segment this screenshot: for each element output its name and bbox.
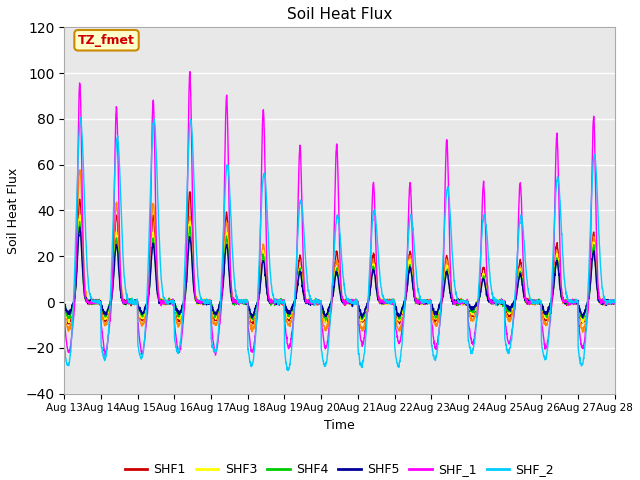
SHF4 bbox=[563, 301, 570, 307]
SHF2 bbox=[356, 318, 364, 324]
Line: SHF_1: SHF_1 bbox=[65, 72, 614, 356]
SHF2 bbox=[579, 329, 586, 335]
Line: SHF_2: SHF_2 bbox=[65, 118, 614, 371]
SHF3 bbox=[500, 300, 508, 305]
SHF_2 bbox=[368, 229, 376, 235]
SHF_2 bbox=[356, 359, 364, 364]
SHF_1 bbox=[368, 214, 376, 220]
SHF5 bbox=[358, 315, 366, 321]
SHF2 bbox=[563, 297, 570, 303]
SHF_2 bbox=[284, 368, 292, 373]
SHF5 bbox=[214, 308, 222, 313]
Line: SHF1: SHF1 bbox=[65, 192, 614, 324]
SHF_2 bbox=[61, 343, 68, 349]
SHF1 bbox=[249, 321, 257, 327]
SHF_1 bbox=[611, 300, 618, 306]
SHF2 bbox=[367, 267, 375, 273]
SHF5 bbox=[368, 275, 376, 280]
SHF2 bbox=[500, 300, 508, 306]
SHF5 bbox=[356, 307, 364, 312]
SHF3 bbox=[356, 310, 364, 315]
SHF4 bbox=[578, 314, 586, 320]
SHF_1 bbox=[563, 298, 570, 303]
SHF_1 bbox=[61, 321, 68, 326]
SHF4 bbox=[322, 318, 330, 324]
SHF4 bbox=[611, 300, 618, 306]
Line: SHF3: SHF3 bbox=[65, 215, 614, 323]
SHF2 bbox=[611, 300, 618, 305]
Line: SHF2: SHF2 bbox=[65, 170, 614, 332]
SHF3 bbox=[214, 308, 222, 313]
Y-axis label: Soil Heat Flux: Soil Heat Flux bbox=[7, 168, 20, 253]
SHF1 bbox=[61, 303, 68, 309]
SHF1 bbox=[186, 189, 193, 195]
SHF1 bbox=[611, 299, 618, 304]
SHF4 bbox=[214, 309, 222, 314]
SHF5 bbox=[61, 300, 68, 306]
SHF2 bbox=[578, 325, 586, 331]
SHF1 bbox=[214, 309, 222, 315]
SHF_1 bbox=[214, 335, 222, 340]
SHF_2 bbox=[578, 361, 586, 367]
X-axis label: Time: Time bbox=[324, 419, 355, 432]
SHF4 bbox=[500, 300, 508, 305]
SHF3 bbox=[611, 299, 618, 305]
SHF5 bbox=[578, 311, 586, 317]
SHF4 bbox=[61, 302, 68, 308]
SHF3 bbox=[76, 212, 83, 218]
SHF1 bbox=[356, 312, 364, 318]
SHF_2 bbox=[77, 115, 84, 120]
SHF5 bbox=[563, 300, 570, 305]
SHF5 bbox=[611, 298, 618, 303]
SHF_1 bbox=[186, 69, 194, 74]
SHF2 bbox=[214, 318, 222, 324]
SHF_2 bbox=[214, 333, 222, 338]
SHF_1 bbox=[101, 353, 109, 359]
Legend: SHF1, SHF2, SHF3, SHF4, SHF5, SHF_1, SHF_2: SHF1, SHF2, SHF3, SHF4, SHF5, SHF_1, SHF… bbox=[120, 458, 559, 480]
Title: Soil Heat Flux: Soil Heat Flux bbox=[287, 7, 392, 22]
SHF4 bbox=[356, 311, 364, 316]
SHF1 bbox=[368, 264, 376, 269]
SHF_1 bbox=[356, 328, 364, 334]
SHF_2 bbox=[563, 289, 570, 295]
SHF_1 bbox=[578, 342, 586, 348]
SHF3 bbox=[367, 275, 375, 280]
SHF3 bbox=[579, 320, 587, 325]
SHF1 bbox=[563, 299, 570, 304]
SHF1 bbox=[500, 300, 508, 306]
SHF_2 bbox=[611, 297, 618, 302]
SHF_1 bbox=[500, 300, 508, 306]
SHF_2 bbox=[500, 300, 508, 306]
SHF4 bbox=[368, 274, 376, 279]
SHF5 bbox=[500, 300, 508, 306]
Line: SHF4: SHF4 bbox=[65, 222, 614, 321]
Text: TZ_fmet: TZ_fmet bbox=[78, 34, 135, 47]
SHF2 bbox=[61, 314, 68, 320]
SHF1 bbox=[578, 318, 586, 324]
Line: SHF5: SHF5 bbox=[65, 227, 614, 318]
SHF4 bbox=[76, 219, 83, 225]
SHF2 bbox=[76, 167, 84, 173]
SHF3 bbox=[61, 303, 68, 309]
SHF3 bbox=[578, 317, 586, 323]
SHF5 bbox=[76, 224, 83, 230]
SHF3 bbox=[563, 300, 570, 305]
